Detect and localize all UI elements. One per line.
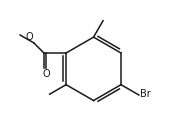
Text: O: O [25,32,33,42]
Text: O: O [42,69,50,79]
Text: Br: Br [140,89,151,99]
